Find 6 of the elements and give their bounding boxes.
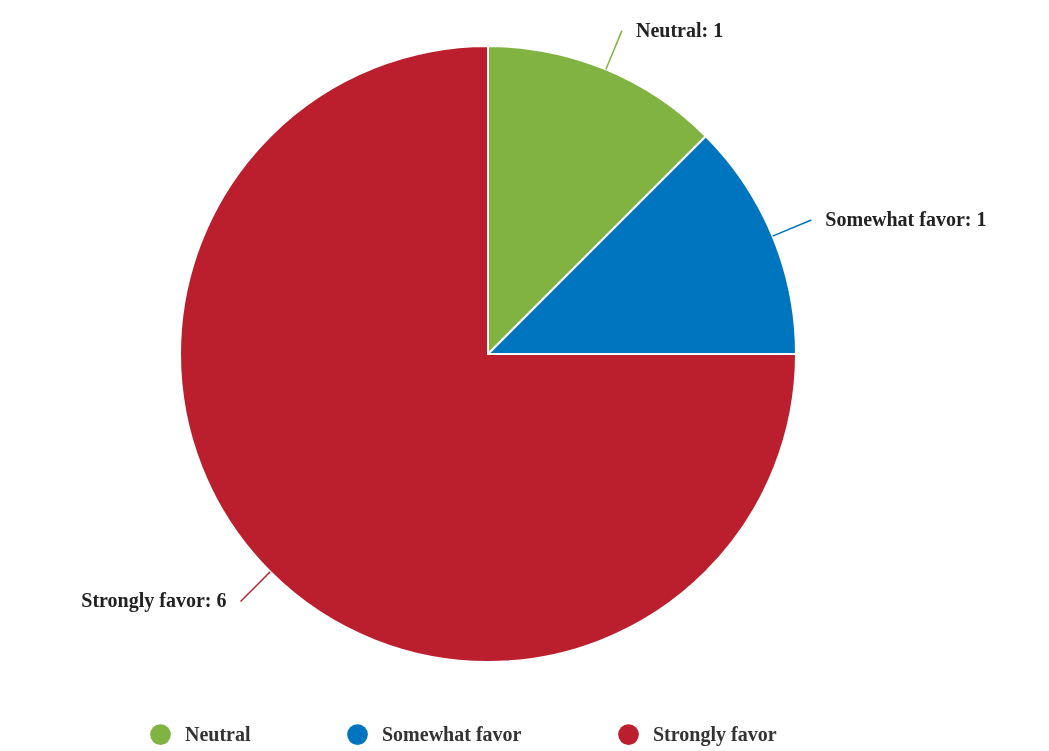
legend-label: Neutral: [185, 722, 251, 745]
data-label: Neutral: 1: [635, 18, 724, 41]
data-label: Strongly favor: 6: [81, 589, 227, 613]
data-label: Somewhat favor: 1: [825, 208, 987, 231]
legend-label: Somewhat favor: [382, 722, 522, 745]
legend-label: Strongly favor: [653, 722, 777, 746]
